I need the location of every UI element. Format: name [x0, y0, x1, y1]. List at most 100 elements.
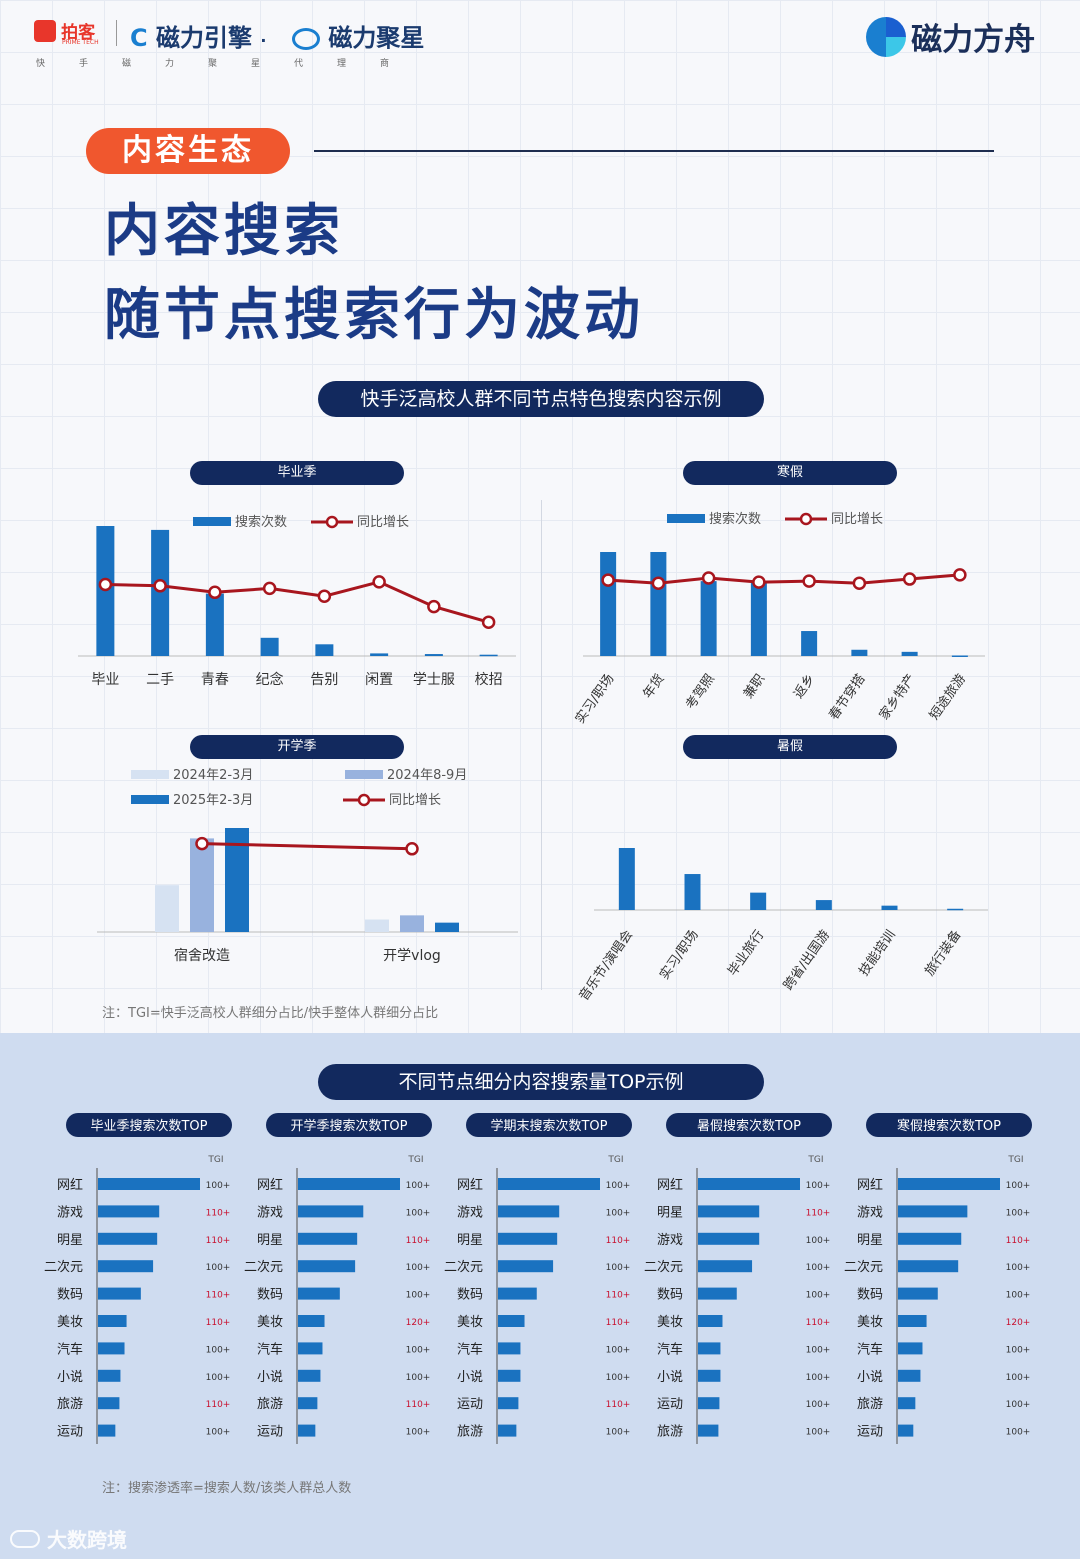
- school-start-growth-point: [405, 842, 419, 856]
- top-chart-2-tgi-label: TGI: [407, 1155, 423, 1165]
- graduation-tick-label: 校招: [475, 671, 503, 688]
- top-chart-3-category: 明星: [457, 1233, 483, 1248]
- winter-tick-label: 家乡特产: [876, 671, 919, 723]
- summer-bar: [618, 848, 635, 910]
- winter-legend-bars-swatch: [667, 514, 705, 523]
- watermark-icon: [10, 1529, 40, 1548]
- charts-bottom-svg: 毕业季搜索次数TOP TGI 网红 100+ 游戏 110+ 明星 110+ 二次元 100+ 数码…: [44, 1113, 1032, 1444]
- top-chart-2-bar: [298, 1315, 325, 1327]
- top-chart-3-category: 汽车: [457, 1341, 483, 1357]
- section-tag: 内容生态: [86, 128, 290, 174]
- top-chart-2-category: 二次元: [244, 1259, 283, 1275]
- top-chart-5-bar: [898, 1232, 962, 1245]
- top-chart-5-title: 寒假搜索次数TOP: [897, 1118, 1001, 1134]
- graduation-bar: [260, 637, 279, 656]
- top-chart-1-bar: [98, 1342, 125, 1355]
- graduation-bar: [151, 529, 170, 656]
- top-chart-3-tgi-label: TGI: [607, 1155, 623, 1165]
- top-chart-4-category: 数码: [657, 1288, 683, 1303]
- top-chart-4-category: 游戏: [657, 1233, 683, 1248]
- top-chart-2-tgi-value: 100+: [406, 1208, 431, 1218]
- graduation-bar: [315, 644, 334, 656]
- top-chart-3-bar: [498, 1369, 521, 1382]
- top-chart-3-bar: [498, 1205, 560, 1218]
- watermark: 大数跨境: [10, 1524, 127, 1553]
- top-chart-3-tgi-value: 100+: [606, 1373, 631, 1383]
- top-chart-1-bar: [98, 1178, 200, 1190]
- top-chart-4-bar: [698, 1397, 720, 1410]
- winter-growth-point: [752, 575, 766, 589]
- top-chart-2-tgi-value: 100+: [406, 1291, 431, 1301]
- graduation-bar: [424, 654, 443, 656]
- top-chart-3-tgi-value: 100+: [606, 1181, 631, 1191]
- top-chart-5-bar: [898, 1205, 968, 1218]
- graduation-bar: [370, 653, 389, 656]
- top-chart-3-title: 学期末搜索次数TOP: [490, 1118, 607, 1134]
- school-start-legend-growth-text: 同比增长: [389, 793, 441, 808]
- summer-tick-label: 旅行装备: [922, 927, 965, 979]
- top-chart-2-category: 网红: [257, 1177, 283, 1193]
- top-chart-5-category: 汽车: [857, 1341, 883, 1357]
- page-title-line2: 随节点搜索行为波动: [104, 283, 644, 348]
- charts-top-svg: 毕业 二手 青春 纪念 告别 闲置 学士服 校招搜索次数 同比增长实习/职场 年货 考驾照 兼职 返乡春…: [78, 511, 988, 1004]
- graduation-legend-growth-text: 同比增长: [357, 515, 409, 530]
- top-chart-4-tgi-value: 100+: [806, 1345, 831, 1355]
- top-chart-1-tgi-value: 110+: [206, 1400, 231, 1410]
- summer-bar: [881, 905, 898, 910]
- chart-title-graduation: 毕业季: [190, 461, 404, 485]
- top-chart-4-bar: [698, 1205, 760, 1218]
- winter-legend-growth-text: 同比增长: [831, 512, 883, 527]
- cili-engine-icon: C: [130, 24, 148, 52]
- top-chart-4-bar: [698, 1232, 760, 1245]
- top-chart-4-category: 明星: [657, 1205, 683, 1220]
- top-chart-1-tgi-value: 110+: [206, 1236, 231, 1246]
- logo-cili-engine: C 磁力引擎 ·: [130, 18, 266, 53]
- cili-fangzhou-icon: [866, 16, 906, 57]
- chart-title-school-start: 开学季: [190, 735, 404, 759]
- top-chart-5-category: 明星: [857, 1233, 883, 1248]
- top-chart-3-category: 网红: [457, 1177, 483, 1193]
- top-chart-3-bar: [498, 1315, 525, 1327]
- top-chart-5-bar: [898, 1342, 923, 1355]
- top-chart-4-bar: [698, 1424, 719, 1437]
- winter-growth-point: [601, 573, 615, 587]
- top-chart-2-category: 美妆: [257, 1315, 283, 1330]
- graduation-growth-point: [262, 581, 277, 596]
- graduation-growth-point: [208, 585, 222, 600]
- graduation-tick-label: 告别: [310, 672, 338, 688]
- logo-cili-juxing: 磁力聚星: [292, 18, 424, 53]
- top-chart-4-bar: [698, 1260, 753, 1273]
- top-chart-5-bar: [898, 1424, 914, 1437]
- summer-bar: [684, 874, 701, 910]
- top-chart-1-bar: [98, 1287, 141, 1300]
- top-chart-1-bar: [98, 1205, 160, 1218]
- graduation-bar: [205, 593, 224, 656]
- top-chart-1-category: 旅游: [57, 1397, 83, 1412]
- top-chart-4-bar: [698, 1315, 723, 1327]
- winter-growth-point: [852, 576, 867, 590]
- graduation-legend-bars-swatch: [193, 517, 231, 526]
- summer-tick-label: 技能培训: [856, 927, 899, 979]
- winter-growth-point: [651, 576, 666, 590]
- top-chart-1-tgi-value: 100+: [206, 1373, 231, 1383]
- winter-legend-growth-marker: [799, 512, 813, 526]
- summer-tick-label: 跨省/出国游: [781, 928, 833, 993]
- top-chart-1-tgi-value: 110+: [206, 1291, 231, 1301]
- note-penetration: 注：搜索渗透率=搜索人数/该类人群总人数: [102, 1481, 352, 1496]
- top-chart-2-category: 游戏: [257, 1205, 283, 1220]
- top-chart-4-category: 网红: [657, 1177, 683, 1193]
- top-chart-4-category: 运动: [657, 1397, 683, 1412]
- top-chart-5-tgi-value: 110+: [1006, 1236, 1031, 1246]
- graduation-tick-label: 毕业: [91, 672, 119, 688]
- top-chart-4-category: 汽车: [657, 1341, 683, 1357]
- logo-dot: ·: [260, 31, 267, 50]
- top-chart-2-bar: [298, 1369, 321, 1382]
- top-chart-1-category: 数码: [57, 1288, 83, 1303]
- school-start-legend-2024a-swatch: [131, 770, 169, 779]
- top-chart-1-tgi-value: 100+: [206, 1428, 231, 1438]
- winter-growth-point: [701, 571, 716, 585]
- summer-bar: [947, 908, 964, 911]
- top-chart-3-tgi-value: 110+: [606, 1318, 631, 1328]
- graduation-growth-point: [481, 615, 496, 629]
- top-chart-1-tgi-value: 110+: [206, 1208, 231, 1218]
